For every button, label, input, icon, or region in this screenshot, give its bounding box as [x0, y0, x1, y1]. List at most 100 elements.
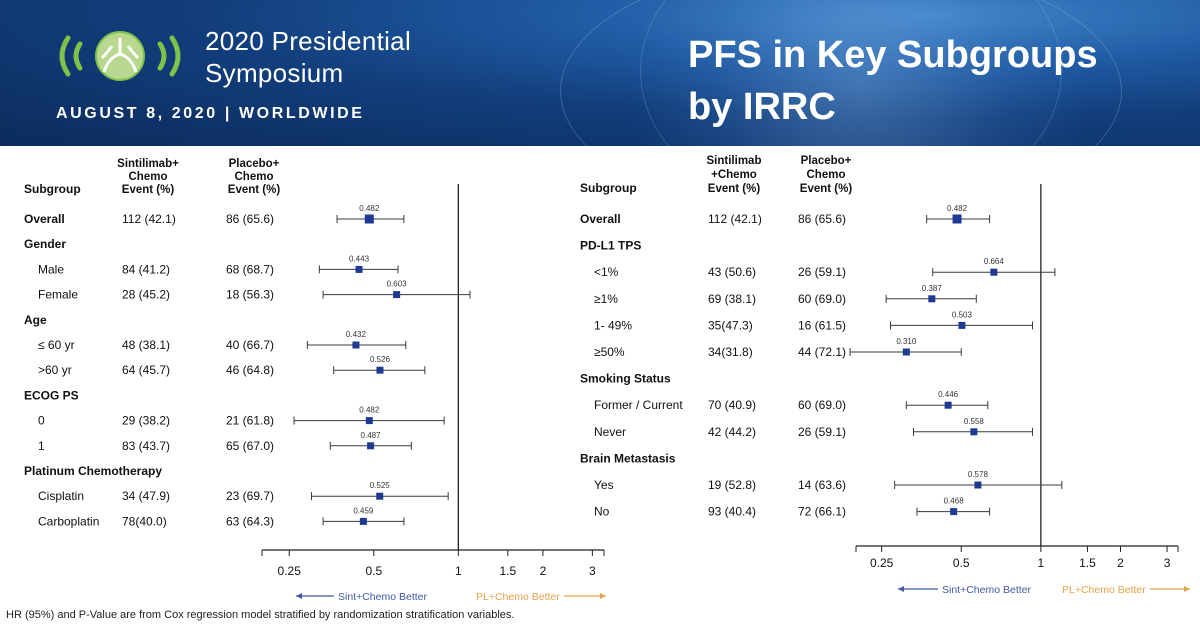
hr-value-label: 0.603: [387, 280, 408, 289]
arm1-events: 83 (43.7): [122, 439, 170, 453]
subgroup-label: Male: [38, 262, 64, 276]
hr-marker: [974, 481, 982, 489]
subgroup-header: Brain Metastasis: [580, 451, 676, 465]
arm1-events: 19 (52.8): [708, 478, 756, 492]
column-header-arm2: Placebo+: [801, 155, 852, 167]
arm1-events: 70 (40.9): [708, 398, 756, 412]
hr-value-label: 0.482: [359, 406, 380, 415]
x-tick-label: 0.5: [953, 556, 970, 570]
left-arrow-label: Sint+Chemo Better: [942, 584, 1032, 596]
arm2-events: 23 (69.7): [226, 489, 274, 503]
subgroup-label: <1%: [594, 265, 619, 279]
arm2-events: 16 (61.5): [798, 318, 846, 332]
arm1-events: 112 (42.1): [708, 212, 762, 226]
arm1-events: 34(31.8): [708, 345, 753, 359]
arm2-events: 72 (66.1): [798, 505, 846, 519]
hr-value-label: 0.578: [968, 470, 989, 479]
subgroup-header: Smoking Status: [580, 372, 671, 386]
column-header-arm1: Sintilimab: [707, 155, 762, 167]
subgroup-label: 0: [38, 414, 45, 428]
arm1-events: 69 (38.1): [708, 292, 756, 306]
hr-marker: [359, 517, 367, 525]
hr-marker: [928, 295, 936, 303]
arm2-events: 40 (66.7): [226, 338, 274, 352]
column-header-arm2: Chemo: [807, 169, 846, 181]
right-arrow-head-icon: [1184, 586, 1190, 592]
hr-marker: [364, 214, 374, 224]
subgroup-label: Overall: [580, 212, 621, 226]
arm1-events: 78(40.0): [122, 514, 167, 528]
hr-value-label: 0.459: [353, 506, 374, 515]
hr-marker: [352, 341, 360, 349]
subgroup-label: No: [594, 505, 610, 519]
subgroup-label: Never: [594, 425, 626, 439]
globe-ring: [640, 0, 1062, 146]
left-arrow-label: Sint+Chemo Better: [338, 591, 428, 603]
x-tick-label: 3: [589, 564, 596, 578]
arm1-events: 93 (40.4): [708, 505, 756, 519]
column-header-arm2: Event (%): [228, 184, 281, 196]
x-tick-label: 0.5: [365, 564, 382, 578]
hr-value-label: 0.487: [361, 431, 382, 440]
right-arrow-head-icon: [600, 593, 606, 599]
subgroup-header: Age: [24, 313, 47, 327]
hr-value-label: 0.526: [370, 355, 391, 364]
arm2-events: 26 (59.1): [798, 425, 846, 439]
hr-value-label: 0.503: [952, 310, 973, 319]
x-tick-label: 1: [455, 564, 462, 578]
hr-value-label: 0.558: [964, 417, 985, 426]
arm2-events: 18 (56.3): [226, 288, 274, 302]
arm2-events: 44 (72.1): [798, 345, 846, 359]
slide-title-line1: PFS in Key Subgroups: [688, 34, 1098, 76]
arm1-events: 29 (38.2): [122, 414, 170, 428]
right-arrow-label: PL+Chemo Better: [476, 591, 560, 603]
subgroup-label: Yes: [594, 478, 614, 492]
x-tick-label: 1.5: [499, 564, 516, 578]
arm2-events: 21 (61.8): [226, 414, 274, 428]
subgroup-label: ≥1%: [594, 292, 618, 306]
arm1-events: 84 (41.2): [122, 262, 170, 276]
column-header-subgroup: Subgroup: [580, 181, 637, 195]
right-arrow-label: PL+Chemo Better: [1062, 584, 1146, 596]
arm2-events: 86 (65.6): [226, 212, 274, 226]
left-arrow-head-icon: [296, 593, 302, 599]
symposium-dateline: AUGUST 8, 2020 | WORLDWIDE: [56, 105, 365, 122]
slide-title-line2: by IRRC: [688, 86, 836, 128]
hr-marker: [376, 492, 384, 500]
hr-value-label: 0.664: [984, 257, 1005, 266]
subgroup-label: ≥50%: [594, 345, 625, 359]
arm1-events: 34 (47.9): [122, 489, 170, 503]
hr-value-label: 0.443: [349, 254, 370, 263]
subgroup-label: 1- 49%: [594, 318, 632, 332]
arm2-events: 68 (68.7): [226, 262, 274, 276]
column-header-arm1: Sintilimab+: [117, 158, 179, 170]
arm2-events: 86 (65.6): [798, 212, 846, 226]
arm1-events: 28 (45.2): [122, 288, 170, 302]
subgroup-label: Overall: [24, 212, 65, 226]
subgroup-label: Former / Current: [594, 398, 683, 412]
symposium-logo-icon: [59, 31, 181, 81]
column-header-subgroup: Subgroup: [24, 182, 81, 196]
arm2-events: 26 (59.1): [798, 265, 846, 279]
arm2-events: 60 (69.0): [798, 398, 846, 412]
subgroup-header: ECOG PS: [24, 388, 79, 402]
column-header-arm1: Chemo: [129, 171, 168, 183]
hr-value-label: 0.482: [359, 204, 380, 213]
subgroup-label: ≤ 60 yr: [38, 338, 75, 352]
column-header-arm1: Event (%): [708, 183, 761, 195]
x-tick-label: 0.25: [870, 556, 894, 570]
symposium-title-line1: 2020 Presidential: [205, 26, 412, 56]
hr-marker: [958, 321, 966, 329]
column-header-arm1: +Chemo: [711, 169, 757, 181]
footnote: HR (95%) and P-Value are from Cox regres…: [6, 609, 515, 621]
arm2-events: 14 (63.6): [798, 478, 846, 492]
hr-marker: [952, 214, 962, 224]
arm1-events: 64 (45.7): [122, 363, 170, 377]
column-header-arm2: Chemo: [235, 171, 274, 183]
hr-value-label: 0.446: [938, 390, 959, 399]
hr-marker: [393, 291, 401, 299]
column-header-arm2: Placebo+: [229, 158, 280, 170]
arm2-events: 63 (64.3): [226, 514, 274, 528]
x-tick-label: 3: [1164, 556, 1171, 570]
